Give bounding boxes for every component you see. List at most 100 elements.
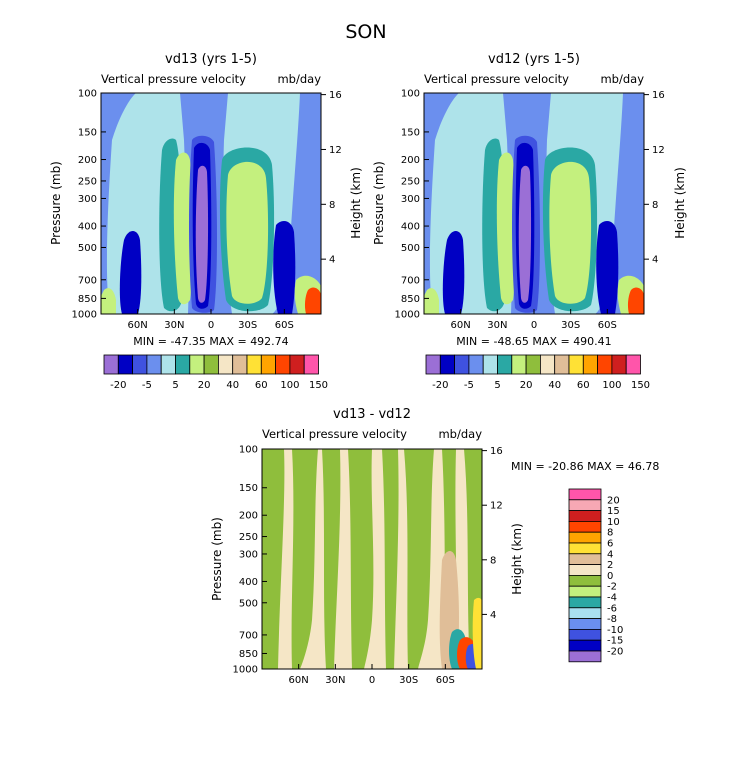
panel-vd13-subtitle: Vertical pressure velocity [101,72,246,86]
colorbar-vd12-label: 150 [631,380,650,391]
pressure-tick-label: 500 [401,243,420,254]
colorbar-vd12-swatch [511,354,527,375]
panel-vd13-ylabel-right: Height (km) [349,167,363,238]
colorbar-diff-label: 4 [607,549,613,560]
height-tick-label: 12 [652,145,665,156]
colorbar-diff-swatch [568,510,602,522]
colorbar-vd13-label: 5 [172,380,178,391]
panel-vd12: vd12 (yrs 1-5) Vertical pressure velocit… [372,52,687,391]
height-tick-label: 4 [490,610,496,621]
height-tick-label: 12 [490,501,503,512]
region-green-1 [262,449,285,669]
colorbar-vd12-label: 20 [520,380,533,391]
colorbar-vd13-swatch [260,354,276,375]
colorbar-diff-label: -2 [607,582,617,593]
region-green-5 [382,449,399,669]
colorbar-vd12-swatch [439,354,455,375]
panel-vd13: vd13 (yrs 1-5) Vertical pressure velocit… [49,52,363,391]
colorbar-diff-swatch [568,542,602,555]
pressure-tick-label: 850 [401,294,420,305]
panel-vd12-contours [424,93,644,314]
panel-vd13-title: vd13 (yrs 1-5) [165,52,257,67]
colorbar-vd12-label: 60 [577,380,590,391]
colorbar-vd12-swatch [582,354,598,375]
colorbar-vd13-swatch [160,354,176,375]
colorbar-diff-label: -10 [607,625,623,636]
height-tick-label: 16 [329,90,342,101]
colorbar-vd12-label: -20 [432,380,448,391]
colorbar-vd12-swatch [425,354,441,375]
latitude-tick-label: 60S [436,675,455,686]
region-purple-eq [518,165,532,303]
panel-diff-minmax: MIN = -20.86 MAX = 46.78 [511,460,659,473]
latitude-tick-label: 0 [369,675,375,686]
height-tick-label: 8 [652,200,658,211]
latitude-tick-label: 60N [289,675,309,686]
colorbar-diff-swatch [568,575,602,587]
colorbar-vd12-label: 5 [494,380,500,391]
colorbar-diff-swatch [568,639,602,652]
colorbar-diff-label: -4 [607,593,617,604]
height-tick-label: 8 [329,200,335,211]
colorbar-diff-label: 20 [607,495,620,506]
colorbar-vd13-label: 40 [226,380,239,391]
colorbar-vd12-swatch [597,354,613,375]
panel-vd12-ylabel-right: Height (km) [673,167,687,238]
pressure-tick-label: 400 [78,222,97,233]
colorbar-diff-label: 15 [607,506,620,517]
panel-diff-subtitle: Vertical pressure velocity [262,427,407,441]
colorbar-vd13-label: -20 [110,380,126,391]
pressure-tick-label: 100 [78,89,97,100]
pressure-tick-label: 400 [239,577,258,588]
colorbar-vd13-swatch [103,354,119,375]
pressure-tick-label: 150 [78,127,97,138]
pressure-tick-label: 150 [239,483,258,494]
colorbar-diff-label: -6 [607,603,617,614]
colorbar-diff-swatch [568,488,602,501]
colorbar-diff-label: 0 [607,571,613,582]
colorbar-diff-label: 2 [607,560,613,571]
panel-vd13-ticks: 100 150 200 250 300 400 500 700 850 1000 60N 30N 0 30… [72,89,342,332]
region-lime-north [173,152,193,305]
pressure-tick-label: 300 [78,194,97,205]
panel-diff-ylabel: Pressure (mb) [210,517,224,601]
colorbar-diff-swatch [568,564,602,576]
colorbar-vd13-swatch [146,354,162,375]
latitude-tick-label: 60N [128,320,148,331]
colorbar-diff-swatch [568,618,602,630]
panel-diff-ticks: 100 150 200 250 300 400 500 700 850 1000 60N 30N 0 30… [233,445,503,687]
latitude-tick-label: 30N [487,320,507,331]
colorbar-vd12-swatch [625,354,641,375]
colorbar-diff-label: 6 [607,539,613,550]
colorbar-vd13-label: 100 [280,380,299,391]
colorbar-vd12-swatch [482,354,498,375]
colorbar-vd13-swatch [189,354,205,375]
panel-vd13-ylabel: Pressure (mb) [49,161,63,245]
colorbar-diff-swatch [568,553,602,565]
colorbar-vd12-swatch [454,354,470,375]
region-navy-south [596,220,619,314]
colorbar-diff-label: 8 [607,528,613,539]
panel-diff-ylabel-right: Height (km) [510,523,524,594]
panel-diff-contours [262,449,482,669]
latitude-tick-label: 60N [451,320,471,331]
pressure-tick-label: 850 [78,294,97,305]
colorbar-diff-label: -15 [607,636,623,647]
colorbar-diff-label: -20 [607,647,623,658]
colorbar-diff-swatch [568,531,602,544]
colorbar-diff-swatch [568,629,602,641]
pressure-tick-label: 100 [239,445,258,456]
panel-vd13-units: mb/day [277,72,321,86]
region-navy-north [119,231,142,314]
region-yellow-pole [472,597,482,669]
region-southpole-red [627,287,644,314]
latitude-tick-label: 60S [598,320,617,331]
region-northpole-lime [424,288,439,314]
colorbar-vd12-swatch [554,354,570,375]
panel-vd12-title: vd12 (yrs 1-5) [488,52,580,67]
colorbar-diff-label: -8 [607,614,617,625]
pressure-tick-label: 850 [239,649,258,660]
pressure-tick-label: 1000 [395,310,420,321]
pressure-tick-label: 250 [401,176,420,187]
